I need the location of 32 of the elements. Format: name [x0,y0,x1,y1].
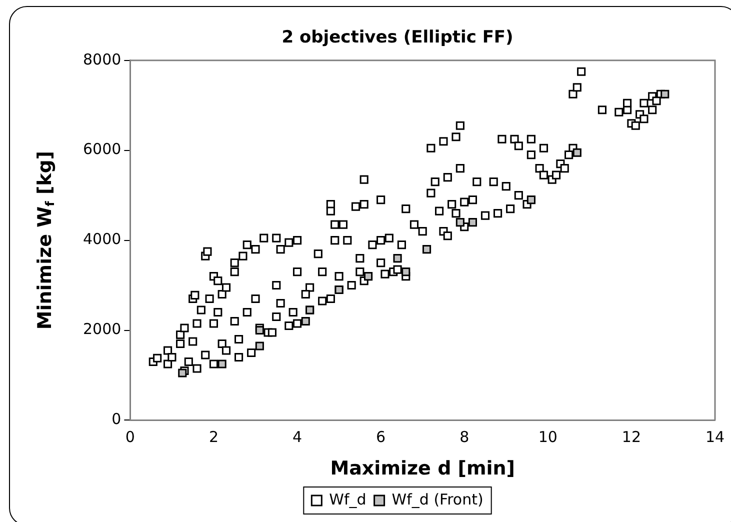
x-tick-label: 14 [705,428,725,446]
point [218,360,226,368]
chart-title: 2 objectives (Elliptic FF) [282,28,514,48]
y-axis-title: Minimize Wf [kg] [34,150,57,330]
point [468,218,477,227]
point [456,218,464,227]
point [301,316,310,326]
y-tick-label: 0 [112,410,122,428]
point [255,342,264,350]
legend-label: Wf_d (Front) [392,490,484,508]
y-tick-label: 6000 [82,140,122,158]
y-tick-label: 8000 [82,50,122,68]
y-tick-label: 2000 [82,320,122,338]
point [364,272,373,281]
x-tick-label: 12 [622,428,641,446]
x-tick-label: 6 [376,428,386,446]
point [255,326,264,335]
point [572,148,582,157]
point [526,196,536,204]
x-tick-label: 10 [538,428,558,446]
y-tick-label: 4000 [82,230,122,248]
x-tick-label: 0 [125,428,135,446]
point [393,254,402,263]
point [402,267,410,276]
x-tick-label: 2 [208,428,218,446]
x-axis-title: Maximize d [min] [330,458,515,480]
point [660,90,670,98]
x-tick-label: 4 [292,428,302,446]
point [178,368,187,378]
legend-label: Wf_d [329,490,366,508]
point [422,245,432,254]
x-tick-label: 8 [460,428,470,446]
